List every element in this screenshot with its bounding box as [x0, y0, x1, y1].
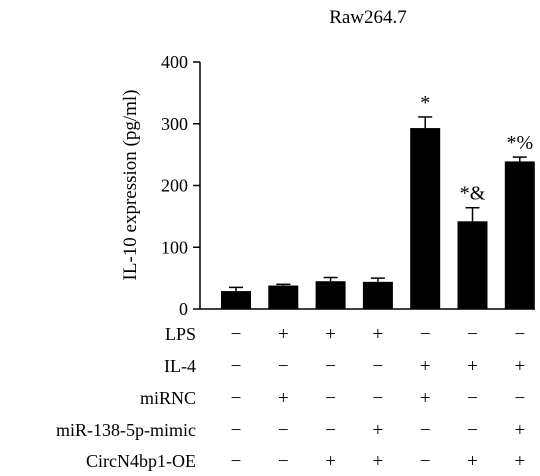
condition-mark: +: [420, 388, 431, 409]
bar: [315, 281, 346, 309]
bars: [221, 128, 535, 309]
bar: [504, 161, 535, 309]
condition-mark: −: [420, 324, 431, 345]
condition-mark: −: [231, 324, 242, 345]
condition-mark: +: [514, 356, 525, 377]
condition-mark: −: [373, 388, 384, 409]
condition-mark: −: [325, 420, 336, 441]
bar: [362, 281, 393, 309]
condition-label: miRNC: [140, 388, 196, 408]
y-tick-label: 200: [161, 176, 188, 196]
condition-mark: −: [278, 356, 289, 377]
condition-mark: −: [231, 356, 242, 377]
condition-label: miR-138-5p-mimic: [56, 420, 196, 440]
condition-mark: −: [467, 324, 478, 345]
y-tick-label: 400: [161, 52, 188, 72]
bar: [268, 285, 299, 309]
error-bars: [229, 116, 527, 292]
condition-mark: +: [420, 356, 431, 377]
bar: [410, 128, 441, 309]
significance-annotation: *: [420, 92, 430, 114]
condition-mark: +: [278, 388, 289, 409]
y-tick-label: 100: [161, 237, 188, 257]
condition-label: LPS: [165, 324, 196, 344]
y-ticks: 0 100 200 300 400: [161, 52, 200, 319]
condition-mark: −: [278, 451, 289, 472]
condition-mark: −: [514, 388, 525, 409]
condition-mark: +: [514, 420, 525, 441]
condition-mark: +: [325, 451, 336, 472]
condition-mark: +: [467, 356, 478, 377]
significance-annotations: * *& *%: [420, 92, 533, 205]
bar: [457, 221, 488, 309]
condition-mark: −: [231, 420, 242, 441]
chart-title: Raw264.7: [329, 7, 407, 28]
condition-mark: −: [420, 420, 431, 441]
condition-mark: +: [325, 324, 336, 345]
condition-mark: −: [467, 420, 478, 441]
y-axis-label: IL-10 expression (pg/ml): [120, 89, 141, 280]
condition-mark: +: [373, 324, 384, 345]
condition-mark: +: [373, 451, 384, 472]
condition-mark: −: [231, 451, 242, 472]
condition-mark: −: [325, 388, 336, 409]
condition-mark: −: [420, 451, 431, 472]
y-tick-label: 0: [179, 299, 188, 319]
condition-mark: +: [373, 420, 384, 441]
condition-mark: −: [373, 356, 384, 377]
condition-mark: −: [278, 420, 289, 441]
condition-mark: −: [231, 388, 242, 409]
condition-mark: +: [514, 451, 525, 472]
significance-annotation: *%: [506, 132, 533, 154]
condition-mark: +: [467, 451, 478, 472]
bar: [221, 291, 251, 309]
condition-label: IL-4: [164, 356, 196, 376]
condition-mark: −: [325, 356, 336, 377]
condition-table: LPS − + + + − − − IL-4 − − − − + + + miRNC − + − − + − − miR-138…: [56, 324, 525, 472]
y-tick-label: 300: [161, 114, 188, 134]
condition-mark: −: [467, 388, 478, 409]
condition-mark: +: [278, 324, 289, 345]
condition-mark: −: [514, 324, 525, 345]
condition-label: CircN4bp1-OE: [86, 451, 196, 471]
significance-annotation: *&: [460, 183, 486, 205]
